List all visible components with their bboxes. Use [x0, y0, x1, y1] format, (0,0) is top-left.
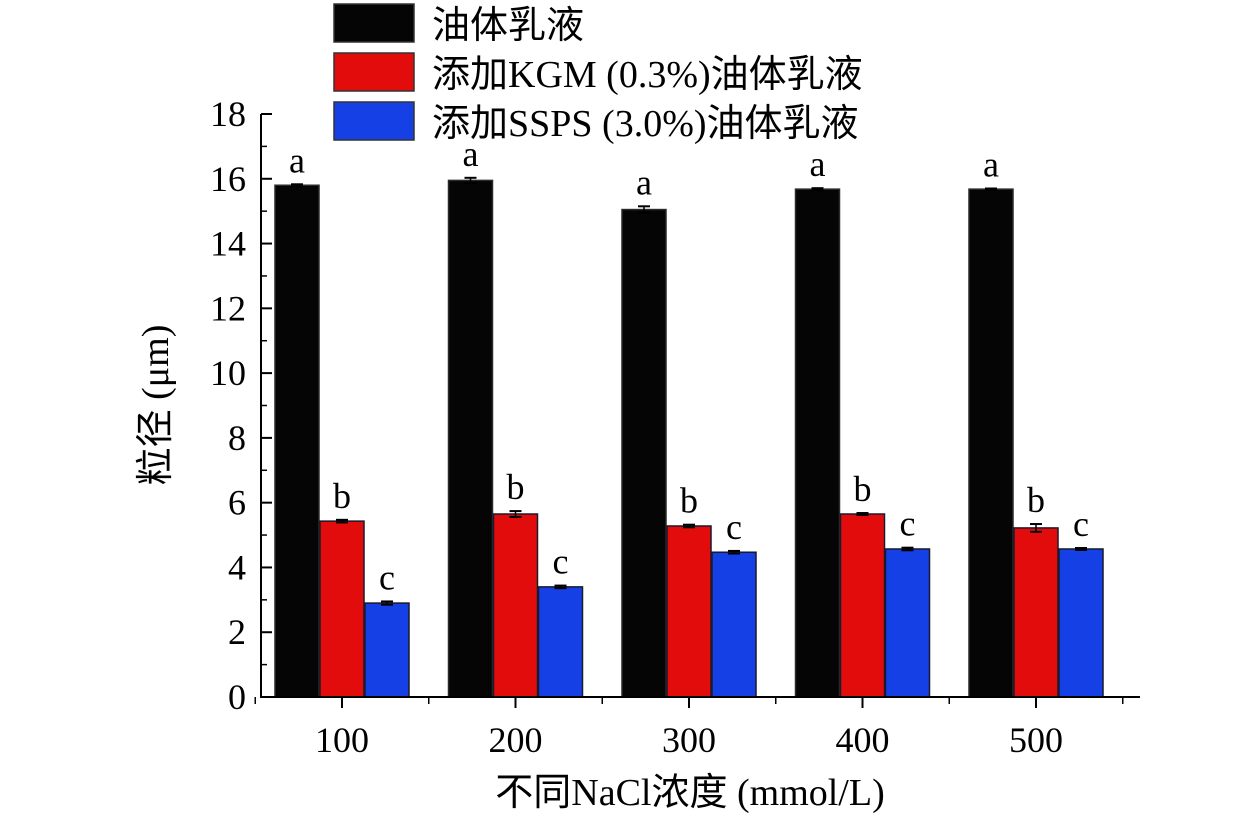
significance-label: a	[463, 134, 479, 174]
x-tick-label: 100	[315, 720, 369, 760]
bar-2-400	[839, 513, 886, 698]
legend-label-2: 添加KGM (0.3%)油体乳液	[432, 54, 863, 96]
y-tick-label: 4	[228, 547, 246, 587]
y-tick-label: 6	[228, 483, 246, 523]
bar-3-400	[884, 548, 931, 698]
y-axis-label: 粒径 (μm)	[135, 325, 177, 486]
y-tick-label: 18	[210, 94, 246, 134]
y-tick-label: 8	[228, 418, 246, 458]
significance-label: b	[680, 481, 698, 521]
x-tick-label: 300	[662, 720, 716, 760]
significance-label: a	[636, 162, 652, 202]
significance-label: a	[289, 140, 305, 180]
bar-3-300	[711, 551, 757, 698]
significance-label: b	[1027, 480, 1045, 520]
bar-1-200	[447, 179, 494, 698]
x-ticks: 100 200 300 400 500	[254, 697, 1124, 760]
significance-label: c	[900, 504, 916, 544]
bar-1-100	[274, 184, 320, 698]
x-axis-label: 不同NaCl浓度 (mmol/L)	[495, 772, 884, 814]
significance-label: a	[810, 144, 826, 184]
x-tick-label: 400	[836, 720, 890, 760]
y-tick-label: 12	[210, 288, 246, 328]
x-tick-label: 500	[1009, 720, 1063, 760]
significance-label: a	[983, 144, 999, 184]
y-tick-label: 2	[228, 612, 246, 652]
y-ticks: 0 2 4 6 8 10 12 14 16 18	[210, 94, 272, 717]
y-tick-label: 0	[228, 677, 246, 717]
bar-2-200	[492, 513, 539, 698]
y-tick-label: 10	[210, 353, 246, 393]
bar-1-400	[794, 188, 841, 698]
x-tick-label: 200	[489, 720, 543, 760]
bar-3-200	[537, 586, 584, 698]
legend-label-1: 油体乳液	[432, 5, 584, 47]
bar-2-300	[666, 525, 712, 698]
legend-swatch-3	[333, 101, 415, 141]
significance-label: b	[507, 467, 525, 507]
bar-1-500	[968, 188, 1014, 698]
legend-label-3: 添加SSPS (3.0%)油体乳液	[432, 103, 859, 145]
legend-swatch-1	[333, 3, 415, 43]
bar-2-500	[1013, 527, 1059, 698]
y-tick-label: 16	[210, 159, 246, 199]
significance-label: c	[1073, 504, 1089, 544]
significance-label: b	[333, 476, 351, 516]
significance-label: c	[553, 542, 569, 582]
bar-3-500	[1058, 548, 1104, 698]
bar-3-100	[364, 602, 410, 698]
significance-label: b	[854, 469, 872, 509]
y-tick-label: 14	[210, 224, 246, 264]
legend-swatch-2	[333, 52, 415, 92]
significance-label: c	[379, 557, 395, 597]
bar-1-300	[621, 208, 667, 698]
significance-label: c	[726, 507, 742, 547]
bar-2-100	[319, 520, 365, 698]
